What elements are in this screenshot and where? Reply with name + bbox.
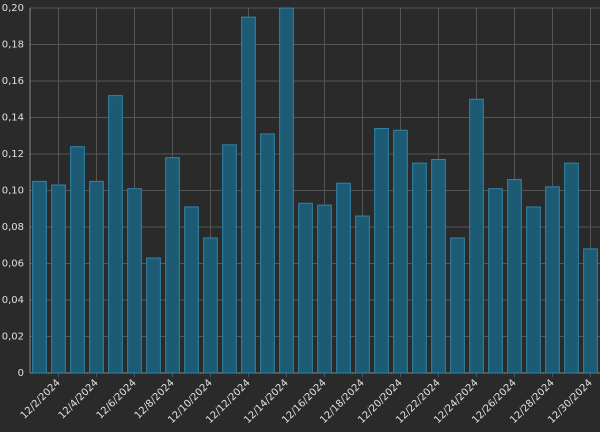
y-tick-label: 0 — [18, 368, 24, 379]
bar — [222, 144, 237, 374]
x-tick-label: 12/2/2024 — [19, 377, 63, 421]
bar — [488, 188, 503, 374]
bar — [412, 162, 427, 374]
y-tick-label: 0,04 — [2, 295, 24, 306]
bar — [507, 179, 522, 374]
bar — [317, 204, 332, 374]
x-tick-label: 12/6/2024 — [95, 377, 139, 421]
bar — [393, 129, 408, 374]
y-tick-label: 0,02 — [2, 332, 24, 343]
bar — [70, 146, 85, 374]
bar — [450, 237, 465, 374]
bar — [165, 157, 180, 374]
bar — [260, 133, 275, 374]
bar — [564, 162, 579, 374]
bar — [374, 127, 389, 374]
bar — [127, 188, 142, 374]
bar — [355, 215, 370, 374]
y-tick-label: 0,18 — [2, 40, 24, 51]
bar — [146, 257, 161, 374]
bar — [89, 180, 104, 374]
y-tick-label: 0,14 — [2, 113, 24, 124]
y-tick-label: 0,12 — [2, 149, 24, 160]
bar — [108, 95, 123, 374]
bar — [279, 7, 294, 374]
x-tick-label: 12/4/2024 — [57, 377, 101, 421]
bar — [526, 206, 541, 374]
bar — [469, 98, 484, 374]
bar — [336, 182, 351, 374]
bar — [298, 202, 313, 374]
y-tick-label: 0,08 — [2, 222, 24, 233]
bar — [184, 206, 199, 374]
bar — [51, 184, 66, 374]
bar — [203, 237, 218, 374]
y-tick-label: 0,10 — [2, 186, 24, 197]
bar — [431, 158, 446, 374]
y-tick-label: 0,20 — [2, 3, 24, 14]
y-tick-label: 0,16 — [2, 76, 24, 87]
y-tick-label: 0,06 — [2, 259, 24, 270]
bar — [545, 186, 560, 374]
bar — [583, 248, 598, 374]
bar — [241, 16, 256, 374]
bar — [32, 180, 47, 374]
